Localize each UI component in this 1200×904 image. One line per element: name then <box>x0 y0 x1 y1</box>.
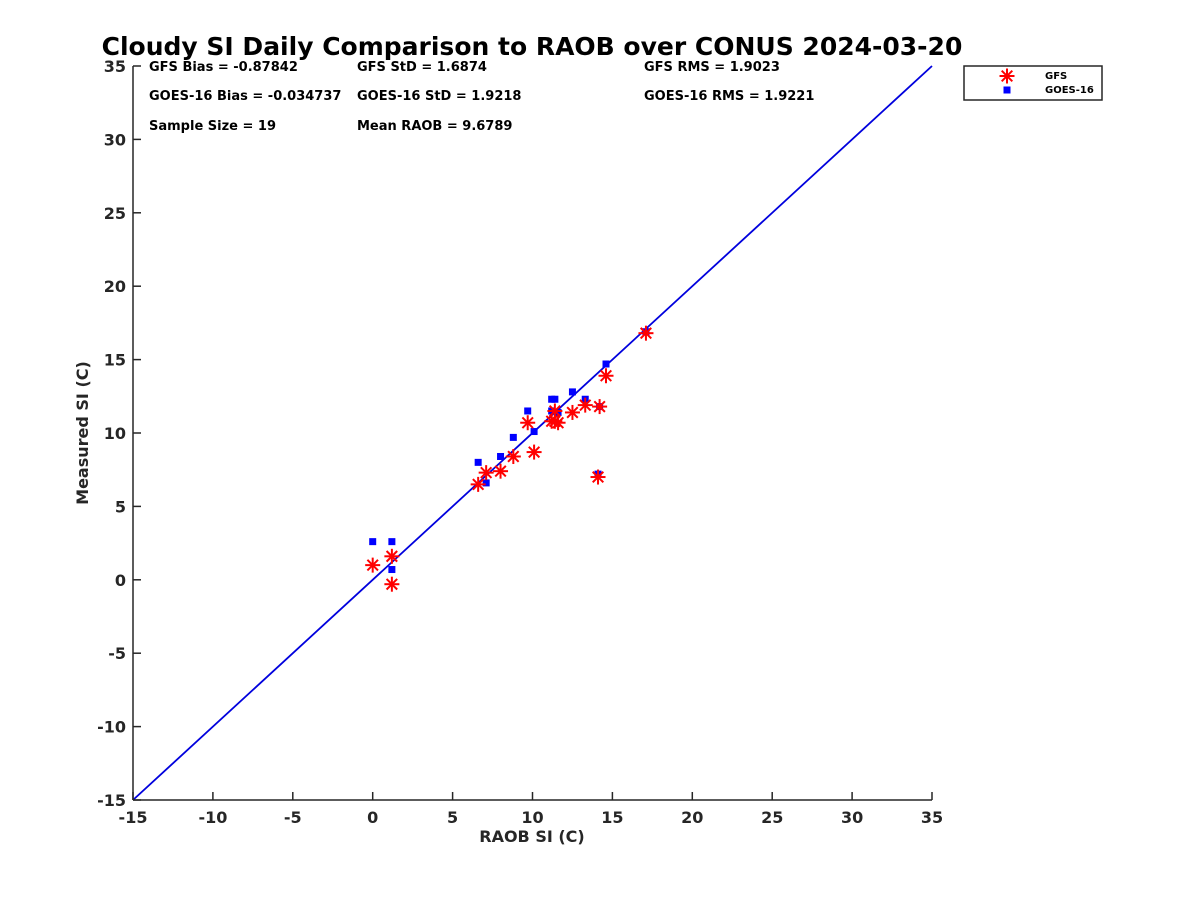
gfs-point <box>384 548 400 564</box>
stat-goes-rms: GOES-16 RMS = 1.9221 <box>644 89 814 104</box>
gfs-point <box>505 448 521 464</box>
x-tick-label: 30 <box>841 808 863 827</box>
y-tick-label: 5 <box>115 497 126 516</box>
y-tick-label: 30 <box>104 130 126 149</box>
y-tick-label: 25 <box>104 204 126 223</box>
stat-sample-size: Sample Size = 19 <box>149 119 276 134</box>
x-tick-label: 10 <box>521 808 543 827</box>
legend-goes-symbol <box>1003 86 1011 94</box>
chart-title: Cloudy SI Daily Comparison to RAOB over … <box>102 32 963 61</box>
stat-gfs-rms: GFS RMS = 1.9023 <box>644 60 780 75</box>
x-tick-label: 20 <box>681 808 703 827</box>
gfs-point <box>365 557 381 573</box>
legend-box <box>963 65 1103 101</box>
gfs-point <box>577 397 593 413</box>
gfs-point <box>520 415 536 431</box>
x-tick-label: -5 <box>284 808 302 827</box>
x-tick-label: 25 <box>761 808 783 827</box>
goes16-point <box>388 566 396 574</box>
x-tick-label: 5 <box>447 808 458 827</box>
stat-gfs-std: GFS StD = 1.6874 <box>357 60 487 75</box>
gfs-point <box>526 444 542 460</box>
x-tick-label: 35 <box>921 808 943 827</box>
gfs-point <box>598 368 614 384</box>
x-tick-label: 15 <box>601 808 623 827</box>
axes: -15 -10 -5 0 5 10 15 20 25 30 35 -15 -10 -5 0 5 10 15 20 25… <box>97 57 943 827</box>
gfs-point <box>493 463 509 479</box>
y-tick-label: -15 <box>97 791 126 810</box>
x-tick-label: -15 <box>119 808 148 827</box>
goes16-point <box>388 538 396 546</box>
gfs-point <box>592 399 608 415</box>
goes16-point <box>497 452 505 460</box>
y-tick-label: 10 <box>104 424 126 443</box>
y-tick-label: 35 <box>104 57 126 76</box>
y-tick-label: -5 <box>108 644 126 663</box>
gfs-point <box>590 469 606 485</box>
gfs-point <box>564 404 580 420</box>
gfs-point <box>638 325 654 341</box>
marks-layer <box>365 325 654 592</box>
stat-gfs-bias: GFS Bias = -0.87842 <box>149 60 298 75</box>
legend-gfs-marker <box>999 68 1015 84</box>
legend-goes-marker <box>1003 86 1011 94</box>
goes16-point <box>474 458 482 466</box>
gfs-point <box>547 413 563 429</box>
legend-gfs-symbol <box>999 68 1015 84</box>
y-tick-label: -10 <box>97 718 126 737</box>
stat-goes-std: GOES-16 StD = 1.9218 <box>357 89 521 104</box>
stats-box: GFS Bias = -0.87842 GFS StD = 1.6874 GFS… <box>149 60 814 134</box>
goes16-point <box>509 433 517 441</box>
y-tick-label: 20 <box>104 277 126 296</box>
goes16-point <box>524 407 532 415</box>
y-tick-label: 15 <box>104 351 126 370</box>
gfs-point <box>470 476 486 492</box>
y-axis-label: Measured SI (C) <box>73 361 92 505</box>
goes16-point <box>369 538 377 546</box>
stat-goes-bias: GOES-16 Bias = -0.034737 <box>149 89 341 104</box>
legend-label-gfs: GFS <box>1045 71 1067 82</box>
goes16-point <box>551 395 559 403</box>
goes16-point <box>568 388 576 396</box>
gfs-point <box>384 576 400 592</box>
legend-label-goes: GOES-16 <box>1045 85 1094 96</box>
gfs-point <box>478 465 494 481</box>
goes16-point <box>530 428 538 436</box>
y-tick-label: 0 <box>115 571 126 590</box>
x-axis-label: RAOB SI (C) <box>479 827 584 846</box>
goes16-point <box>602 360 610 368</box>
legend: GFS GOES-16 <box>963 65 1103 101</box>
goes16-point <box>554 408 562 416</box>
x-tick-label: -10 <box>198 808 227 827</box>
stat-mean-raob: Mean RAOB = 9.6789 <box>357 119 512 134</box>
x-tick-label: 0 <box>367 808 378 827</box>
goes16-point <box>482 479 490 487</box>
